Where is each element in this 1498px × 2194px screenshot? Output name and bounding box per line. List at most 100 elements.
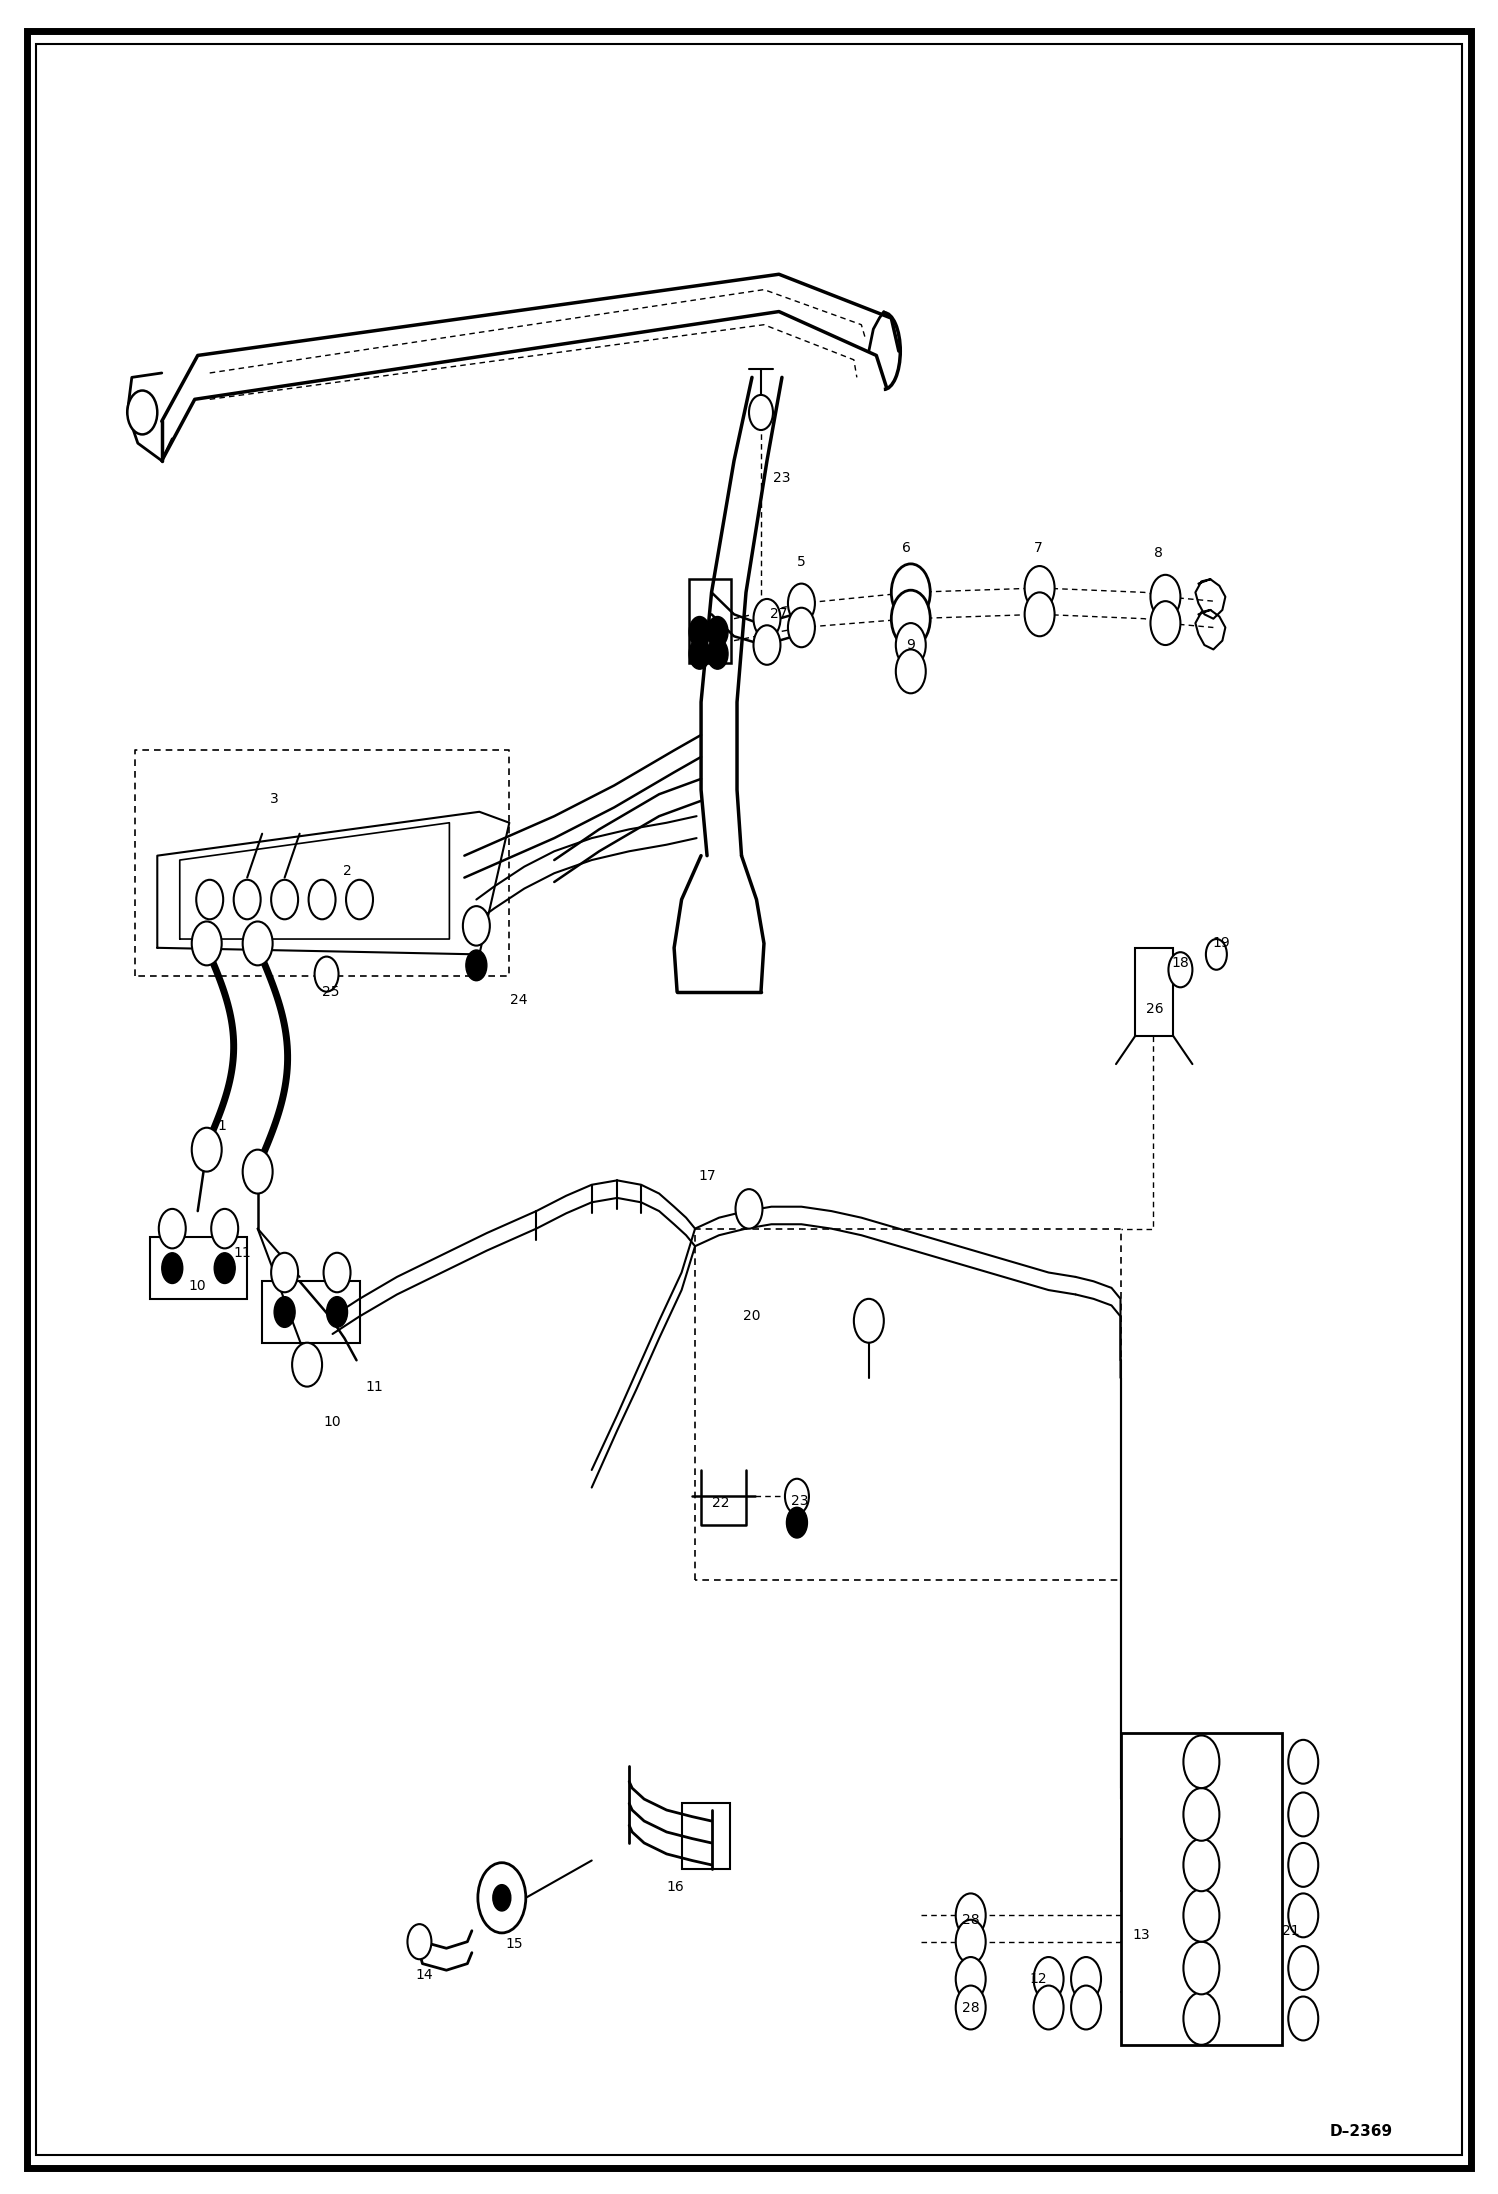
- Circle shape: [956, 1957, 986, 2001]
- Circle shape: [1288, 1740, 1318, 1784]
- Circle shape: [707, 617, 728, 647]
- Text: 25: 25: [322, 985, 340, 998]
- Text: 7: 7: [1034, 542, 1043, 555]
- Circle shape: [234, 880, 261, 919]
- Circle shape: [243, 1150, 273, 1194]
- Circle shape: [1150, 601, 1180, 645]
- Circle shape: [1071, 1957, 1101, 2001]
- Circle shape: [1183, 1735, 1219, 1788]
- Bar: [262, 1281, 360, 1343]
- Circle shape: [753, 625, 780, 665]
- Circle shape: [689, 638, 710, 669]
- Circle shape: [785, 1479, 809, 1514]
- Circle shape: [271, 1253, 298, 1292]
- Text: 26: 26: [1146, 1003, 1164, 1016]
- Text: 20: 20: [743, 1310, 761, 1323]
- Circle shape: [192, 921, 222, 965]
- Text: 12: 12: [1029, 1972, 1047, 1986]
- Circle shape: [274, 1297, 295, 1327]
- Text: 24: 24: [509, 994, 527, 1007]
- Circle shape: [162, 1253, 183, 1283]
- Text: 22: 22: [712, 1496, 730, 1509]
- Circle shape: [956, 1920, 986, 1964]
- Circle shape: [854, 1299, 884, 1343]
- Circle shape: [292, 1343, 322, 1387]
- Circle shape: [192, 1128, 222, 1172]
- Circle shape: [196, 880, 223, 919]
- Circle shape: [896, 649, 926, 693]
- Circle shape: [478, 1863, 526, 1933]
- Text: 21: 21: [1282, 1924, 1300, 1937]
- Circle shape: [1183, 1788, 1219, 1841]
- Text: 18: 18: [1171, 957, 1189, 970]
- Circle shape: [271, 880, 298, 919]
- Circle shape: [1183, 1942, 1219, 1994]
- Text: D–2369: D–2369: [1330, 2124, 1393, 2139]
- Circle shape: [1288, 1843, 1318, 1887]
- Text: 15: 15: [505, 1937, 523, 1950]
- Circle shape: [736, 1189, 762, 1229]
- Text: 6: 6: [902, 542, 911, 555]
- Circle shape: [1168, 952, 1192, 987]
- Circle shape: [749, 395, 773, 430]
- Circle shape: [243, 921, 273, 965]
- Text: 11: 11: [234, 1246, 252, 1259]
- Text: 3: 3: [270, 792, 279, 805]
- Bar: [1121, 1733, 1282, 2045]
- Circle shape: [1034, 1986, 1064, 2029]
- Circle shape: [1206, 939, 1227, 970]
- Circle shape: [956, 1893, 986, 1937]
- Text: 10: 10: [189, 1279, 207, 1292]
- Circle shape: [463, 906, 490, 946]
- Text: 17: 17: [698, 1169, 716, 1183]
- Text: 5: 5: [797, 555, 806, 568]
- Circle shape: [211, 1209, 238, 1248]
- Circle shape: [891, 590, 930, 647]
- Text: 23: 23: [791, 1494, 809, 1507]
- Circle shape: [1288, 1893, 1318, 1937]
- Bar: [1135, 948, 1173, 1036]
- Circle shape: [493, 1885, 511, 1911]
- Circle shape: [315, 957, 339, 992]
- Circle shape: [689, 617, 710, 647]
- Circle shape: [1150, 575, 1180, 619]
- Text: 13: 13: [1132, 1929, 1150, 1942]
- Text: 4: 4: [695, 619, 704, 632]
- Circle shape: [159, 1209, 186, 1248]
- Circle shape: [407, 1924, 431, 1959]
- Circle shape: [891, 564, 930, 621]
- Text: 9: 9: [906, 638, 915, 652]
- Circle shape: [1288, 1946, 1318, 1990]
- Circle shape: [1071, 1986, 1101, 2029]
- Circle shape: [327, 1297, 348, 1327]
- Text: 28: 28: [962, 2001, 980, 2014]
- Text: 16: 16: [667, 1880, 685, 1893]
- Text: 11: 11: [366, 1380, 383, 1393]
- Circle shape: [346, 880, 373, 919]
- Text: 23: 23: [773, 472, 791, 485]
- Text: 19: 19: [1212, 937, 1230, 950]
- Circle shape: [1025, 566, 1055, 610]
- Circle shape: [753, 599, 780, 638]
- Bar: [150, 1237, 247, 1299]
- Circle shape: [1288, 1997, 1318, 2040]
- Bar: [689, 579, 731, 663]
- Circle shape: [1183, 1992, 1219, 2045]
- Circle shape: [1025, 592, 1055, 636]
- Circle shape: [214, 1253, 235, 1283]
- Circle shape: [1183, 1839, 1219, 1891]
- Text: 10: 10: [324, 1415, 342, 1428]
- Circle shape: [956, 1986, 986, 2029]
- Circle shape: [1288, 1792, 1318, 1836]
- Circle shape: [324, 1253, 351, 1292]
- Text: 28: 28: [962, 1913, 980, 1926]
- Circle shape: [896, 623, 926, 667]
- Circle shape: [1034, 1957, 1064, 2001]
- Circle shape: [1183, 1889, 1219, 1942]
- Circle shape: [788, 584, 815, 623]
- Text: 14: 14: [415, 1968, 433, 1981]
- Bar: [682, 1803, 730, 1869]
- Circle shape: [127, 391, 157, 434]
- Text: 27: 27: [770, 608, 788, 621]
- Text: 8: 8: [1153, 546, 1162, 559]
